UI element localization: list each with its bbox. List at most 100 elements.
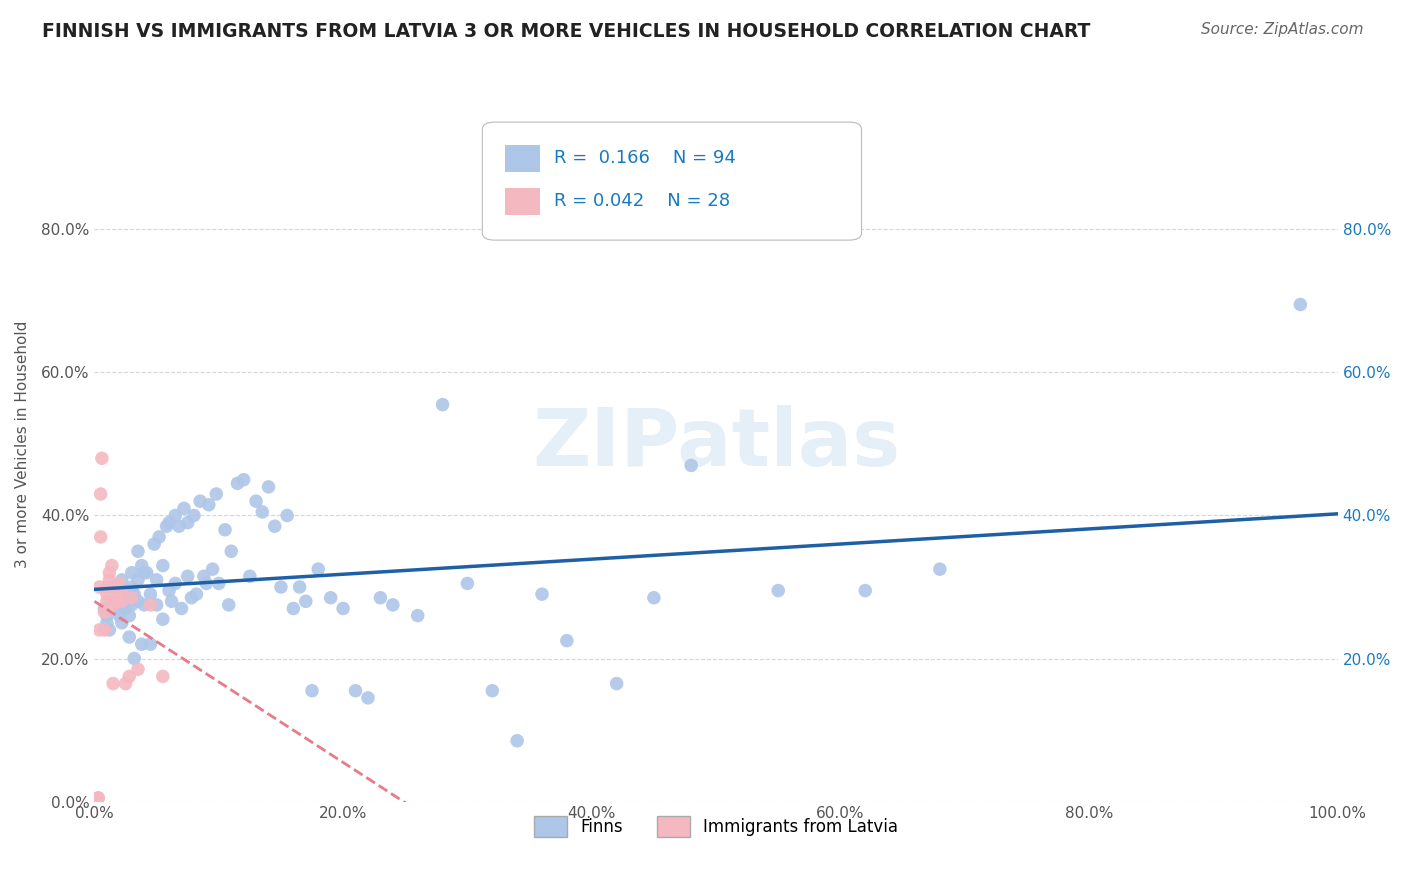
Point [766, 583, 789, 598]
Point [108, 608, 131, 623]
Point [93, 623, 115, 637]
Point [145, 573, 167, 587]
Point [131, 637, 153, 651]
Point [101, 598, 124, 612]
Point [276, 508, 298, 523]
Point [195, 576, 218, 591]
Point [257, 480, 280, 494]
Point [165, 508, 187, 523]
Point [232, 473, 254, 487]
Point [165, 576, 187, 591]
Point [307, 562, 329, 576]
Point [87, 791, 110, 805]
Point [89, 580, 111, 594]
Point [139, 587, 162, 601]
Point [96, 580, 118, 594]
Point [183, 508, 205, 523]
Point [219, 544, 242, 558]
Point [145, 598, 167, 612]
Point [370, 591, 392, 605]
Point [121, 580, 143, 594]
Point [98, 566, 121, 580]
Point [283, 601, 305, 615]
Point [252, 505, 274, 519]
Point [135, 566, 157, 580]
Point [208, 576, 231, 591]
Point [93, 601, 115, 615]
Text: Source: ZipAtlas.com: Source: ZipAtlas.com [1201, 22, 1364, 37]
Point [344, 683, 367, 698]
Point [555, 633, 578, 648]
Point [87, 791, 110, 805]
Point [606, 676, 628, 690]
Point [105, 583, 128, 598]
Point [118, 630, 141, 644]
Point [96, 594, 118, 608]
Point [127, 573, 149, 587]
Point [101, 676, 124, 690]
Point [357, 690, 380, 705]
Bar [505, 188, 540, 215]
Point [432, 398, 454, 412]
Point [111, 583, 134, 598]
Legend: Finns, Immigrants from Latvia: Finns, Immigrants from Latvia [527, 810, 905, 843]
Point [101, 580, 124, 594]
Point [157, 583, 180, 598]
Point [205, 487, 228, 501]
Text: R =  0.166    N = 94: R = 0.166 N = 94 [554, 149, 737, 167]
Point [301, 683, 323, 698]
Point [118, 608, 141, 623]
Point [148, 530, 170, 544]
Point [218, 598, 240, 612]
Point [173, 501, 195, 516]
Point [96, 615, 118, 630]
Point [114, 601, 136, 615]
Point [89, 623, 111, 637]
Point [118, 669, 141, 683]
Point [134, 566, 156, 580]
Point [108, 601, 131, 615]
Point [96, 587, 118, 601]
Point [90, 487, 112, 501]
Point [134, 598, 156, 612]
Point [177, 516, 200, 530]
Point [127, 662, 149, 676]
Point [263, 519, 285, 533]
Point [170, 601, 193, 615]
Point [295, 594, 318, 608]
Point [122, 587, 145, 601]
FancyBboxPatch shape [482, 122, 862, 240]
Point [155, 519, 177, 533]
Point [98, 623, 121, 637]
Point [681, 458, 703, 473]
Point [643, 591, 665, 605]
Point [114, 676, 136, 690]
Point [108, 576, 131, 591]
Point [288, 580, 311, 594]
Point [152, 612, 174, 626]
Point [245, 494, 267, 508]
Point [111, 594, 134, 608]
Point [201, 562, 224, 576]
Point [139, 637, 162, 651]
Point [127, 594, 149, 608]
Point [188, 494, 211, 508]
Point [1289, 297, 1312, 311]
Point [226, 476, 249, 491]
Point [506, 733, 529, 747]
Point [152, 669, 174, 683]
Point [90, 451, 112, 466]
Point [193, 569, 215, 583]
Point [530, 587, 553, 601]
Point [111, 573, 134, 587]
Point [167, 519, 190, 533]
Point [180, 591, 202, 605]
Point [105, 594, 128, 608]
Point [270, 580, 292, 594]
Point [456, 576, 478, 591]
Point [214, 523, 236, 537]
Point [90, 530, 112, 544]
Point [139, 598, 162, 612]
Point [152, 558, 174, 573]
Point [105, 594, 128, 608]
